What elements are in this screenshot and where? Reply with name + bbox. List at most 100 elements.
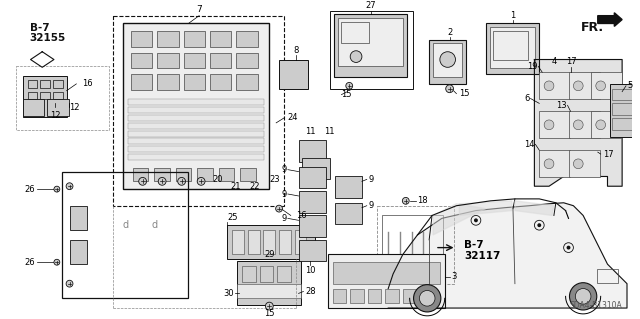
Circle shape [276, 205, 282, 212]
Bar [433, 43, 462, 77]
Text: 26: 26 [25, 185, 35, 194]
Polygon shape [460, 201, 512, 215]
Bar [333, 262, 440, 284]
Bar [260, 266, 273, 282]
Bar [184, 53, 205, 68]
Bar [131, 74, 152, 90]
Polygon shape [598, 13, 622, 26]
Circle shape [544, 120, 554, 130]
Text: 9: 9 [369, 201, 374, 210]
Circle shape [596, 120, 605, 130]
Circle shape [413, 285, 441, 312]
Bar [242, 266, 255, 282]
Bar [128, 115, 264, 121]
Circle shape [178, 177, 186, 185]
Bar [184, 31, 205, 47]
Bar [429, 40, 466, 84]
Text: 9: 9 [282, 214, 287, 223]
Text: 29: 29 [264, 250, 275, 259]
Bar [264, 230, 275, 255]
Circle shape [66, 183, 73, 189]
Text: d: d [122, 220, 128, 230]
Circle shape [566, 246, 570, 249]
Text: 17: 17 [603, 150, 613, 159]
Polygon shape [433, 204, 486, 235]
Bar [298, 215, 326, 237]
Text: 5: 5 [627, 81, 632, 90]
Bar [237, 284, 301, 298]
Text: 11: 11 [324, 127, 334, 136]
Text: 6: 6 [524, 94, 529, 103]
Bar [128, 107, 264, 113]
Text: 11: 11 [305, 127, 316, 136]
Bar [128, 123, 264, 129]
Text: 4: 4 [551, 57, 557, 66]
Bar [294, 230, 307, 255]
Text: 16: 16 [296, 211, 307, 220]
Bar [350, 289, 364, 303]
Bar [133, 168, 148, 181]
Bar [279, 60, 308, 89]
Circle shape [54, 186, 60, 192]
Bar [420, 289, 434, 303]
Bar [40, 92, 50, 100]
Bar [227, 225, 315, 259]
Circle shape [573, 159, 583, 169]
Bar [70, 206, 87, 230]
Bar [28, 92, 37, 100]
Bar [154, 168, 170, 181]
Bar [303, 158, 330, 179]
Bar [28, 80, 37, 88]
Polygon shape [534, 60, 622, 186]
Text: 2: 2 [447, 28, 452, 37]
Bar [568, 111, 600, 138]
Bar [236, 31, 258, 47]
Bar [128, 100, 264, 105]
Polygon shape [388, 203, 627, 308]
Bar [23, 76, 67, 117]
Circle shape [158, 177, 166, 185]
Circle shape [538, 223, 541, 227]
Text: 13: 13 [556, 101, 566, 110]
Text: 1: 1 [510, 11, 516, 19]
Text: 21: 21 [230, 182, 241, 191]
Bar [131, 31, 152, 47]
Text: 16: 16 [82, 79, 93, 88]
Circle shape [54, 259, 60, 265]
Bar [53, 92, 63, 100]
Text: 26: 26 [25, 258, 35, 267]
Circle shape [474, 219, 478, 222]
Bar [298, 167, 326, 188]
Text: 9: 9 [282, 165, 287, 174]
Bar [236, 74, 258, 90]
Bar [236, 53, 258, 68]
Text: 18: 18 [417, 196, 428, 205]
Bar [596, 269, 618, 283]
Circle shape [596, 81, 605, 91]
Text: d: d [151, 220, 157, 230]
Circle shape [419, 291, 435, 306]
Bar [157, 31, 179, 47]
Bar [197, 168, 212, 181]
Bar [210, 31, 231, 47]
Bar [128, 131, 264, 137]
Bar [113, 16, 284, 206]
Text: B-7: B-7 [464, 240, 484, 250]
Bar [612, 103, 632, 115]
Text: 32117: 32117 [464, 251, 500, 261]
Text: 25: 25 [227, 213, 238, 222]
Bar [157, 53, 179, 68]
Text: 17: 17 [566, 57, 577, 66]
Bar [219, 168, 234, 181]
Circle shape [573, 120, 583, 130]
Circle shape [139, 177, 147, 185]
Text: 12: 12 [70, 103, 80, 112]
Text: FR.: FR. [581, 20, 604, 33]
Text: 15: 15 [342, 90, 352, 99]
Bar [240, 168, 255, 181]
Bar [330, 11, 413, 89]
Bar [298, 191, 326, 212]
Bar [486, 24, 540, 74]
Text: 15: 15 [460, 89, 470, 98]
Bar [540, 72, 570, 100]
